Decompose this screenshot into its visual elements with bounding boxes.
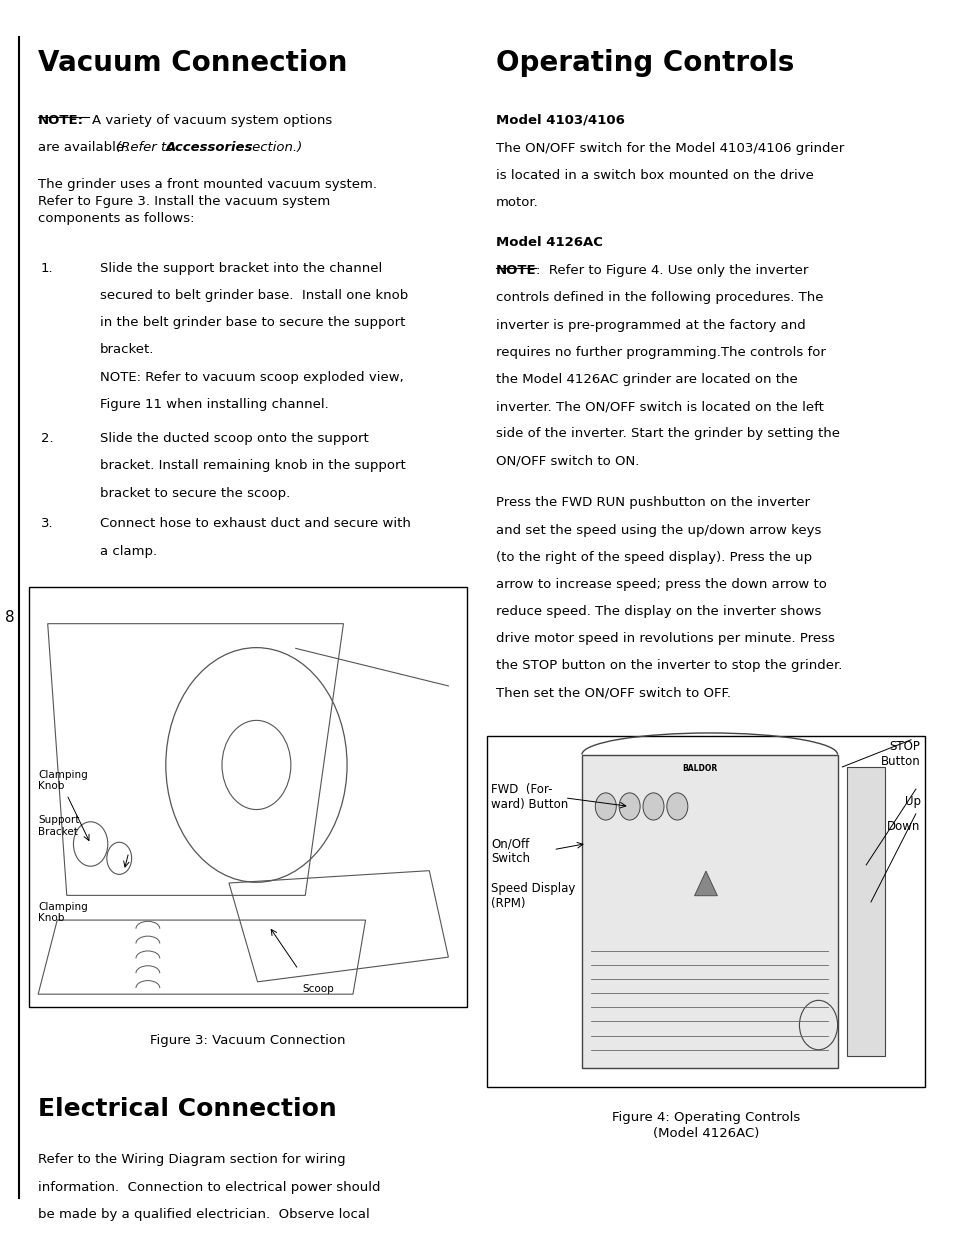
Text: in the belt grinder base to secure the support: in the belt grinder base to secure the s… [100,316,405,330]
Text: STOP
Button: STOP Button [880,740,920,768]
Text: NOTE:: NOTE: [38,114,84,127]
Text: arrow to increase speed; press the down arrow to: arrow to increase speed; press the down … [496,578,826,592]
Text: controls defined in the following procedures. The: controls defined in the following proced… [496,291,822,305]
Text: be made by a qualified electrician.  Observe local: be made by a qualified electrician. Obse… [38,1208,370,1221]
Text: Slide the ducted scoop onto the support: Slide the ducted scoop onto the support [100,432,369,446]
Text: (to the right of the speed display). Press the up: (to the right of the speed display). Pre… [496,551,811,564]
Text: Model 4103/4106: Model 4103/4106 [496,114,624,127]
Text: Accessories: Accessories [166,141,253,154]
Text: ON/OFF switch to ON.: ON/OFF switch to ON. [496,454,639,468]
Text: The ON/OFF switch for the Model 4103/4106 grinder: The ON/OFF switch for the Model 4103/410… [496,142,843,156]
Text: Operating Controls: Operating Controls [496,49,794,78]
Text: BALDOR: BALDOR [682,764,717,773]
Text: Press the FWD RUN pushbutton on the inverter: Press the FWD RUN pushbutton on the inve… [496,496,809,510]
Text: Figure 11 when installing channel.: Figure 11 when installing channel. [100,398,329,411]
Text: drive motor speed in revolutions per minute. Press: drive motor speed in revolutions per min… [496,632,834,646]
Text: reduce speed. The display on the inverter shows: reduce speed. The display on the inverte… [496,605,821,619]
Bar [29,587,467,1007]
Text: Figure 3: Vacuum Connection: Figure 3: Vacuum Connection [151,1034,345,1047]
Text: the Model 4126AC grinder are located on the: the Model 4126AC grinder are located on … [496,373,797,387]
Text: section.): section.) [241,141,302,154]
Text: and set the speed using the up/down arrow keys: and set the speed using the up/down arro… [496,524,821,537]
Circle shape [595,793,616,820]
Text: Support
Bracket: Support Bracket [38,815,79,836]
Circle shape [618,793,639,820]
Bar [486,736,924,1087]
Text: Slide the support bracket into the channel: Slide the support bracket into the chann… [100,262,382,275]
Circle shape [666,793,687,820]
Text: On/Off
Switch: On/Off Switch [491,837,530,866]
Text: Figure 4: Operating Controls
(Model 4126AC): Figure 4: Operating Controls (Model 4126… [611,1112,800,1140]
Text: Clamping
Knob: Clamping Knob [38,769,88,792]
Text: bracket.: bracket. [100,343,154,357]
Text: 2.: 2. [41,432,53,446]
Text: 3.: 3. [41,517,53,531]
Text: Scoop: Scoop [302,984,334,994]
Text: Model 4126AC: Model 4126AC [496,236,602,249]
Text: a clamp.: a clamp. [100,545,157,558]
Text: the STOP button on the inverter to stop the grinder.: the STOP button on the inverter to stop … [496,659,841,673]
Text: inverter. The ON/OFF switch is located on the left: inverter. The ON/OFF switch is located o… [496,400,823,414]
Text: Clamping
Knob: Clamping Knob [38,902,88,923]
Text: Then set the ON/OFF switch to OFF.: Then set the ON/OFF switch to OFF. [496,687,730,700]
Text: Refer to the Wiring Diagram section for wiring: Refer to the Wiring Diagram section for … [38,1153,345,1167]
Text: Electrical Connection: Electrical Connection [38,1097,336,1120]
Text: side of the inverter. Start the grinder by setting the: side of the inverter. Start the grinder … [496,427,840,441]
Text: Connect hose to exhaust duct and secure with: Connect hose to exhaust duct and secure … [100,517,411,531]
Text: 8: 8 [5,610,14,625]
Text: NOTE: Refer to vacuum scoop exploded view,: NOTE: Refer to vacuum scoop exploded vie… [100,370,403,384]
Text: FWD  (For-
ward) Button: FWD (For- ward) Button [491,783,568,811]
Bar [846,767,884,1056]
Text: Speed Display
(RPM): Speed Display (RPM) [491,882,575,910]
Polygon shape [694,871,717,895]
Text: is located in a switch box mounted on the drive: is located in a switch box mounted on th… [496,169,813,183]
Text: Down: Down [886,820,920,834]
Text: A variety of vacuum system options: A variety of vacuum system options [91,114,332,127]
Text: NOTE: NOTE [496,264,537,278]
Text: are available.: are available. [38,141,137,154]
Text: Vacuum Connection: Vacuum Connection [38,49,347,78]
Bar [581,755,837,1068]
Text: secured to belt grinder base.  Install one knob: secured to belt grinder base. Install on… [100,289,408,303]
Text: motor.: motor. [496,196,538,210]
Circle shape [642,793,663,820]
Text: The grinder uses a front mounted vacuum system.
Refer to Fgure 3. Install the va: The grinder uses a front mounted vacuum … [38,178,376,225]
Text: bracket to secure the scoop.: bracket to secure the scoop. [100,487,290,500]
Text: Up: Up [903,795,920,809]
Text: requires no further programming.The controls for: requires no further programming.The cont… [496,346,825,359]
Text: 1.: 1. [41,262,53,275]
Text: information.  Connection to electrical power should: information. Connection to electrical po… [38,1181,380,1194]
Text: bracket. Install remaining knob in the support: bracket. Install remaining knob in the s… [100,459,405,473]
Text: :  Refer to Figure 4. Use only the inverter: : Refer to Figure 4. Use only the invert… [536,264,808,278]
Text: (Refer to: (Refer to [116,141,179,154]
Text: inverter is pre-programmed at the factory and: inverter is pre-programmed at the factor… [496,319,805,332]
